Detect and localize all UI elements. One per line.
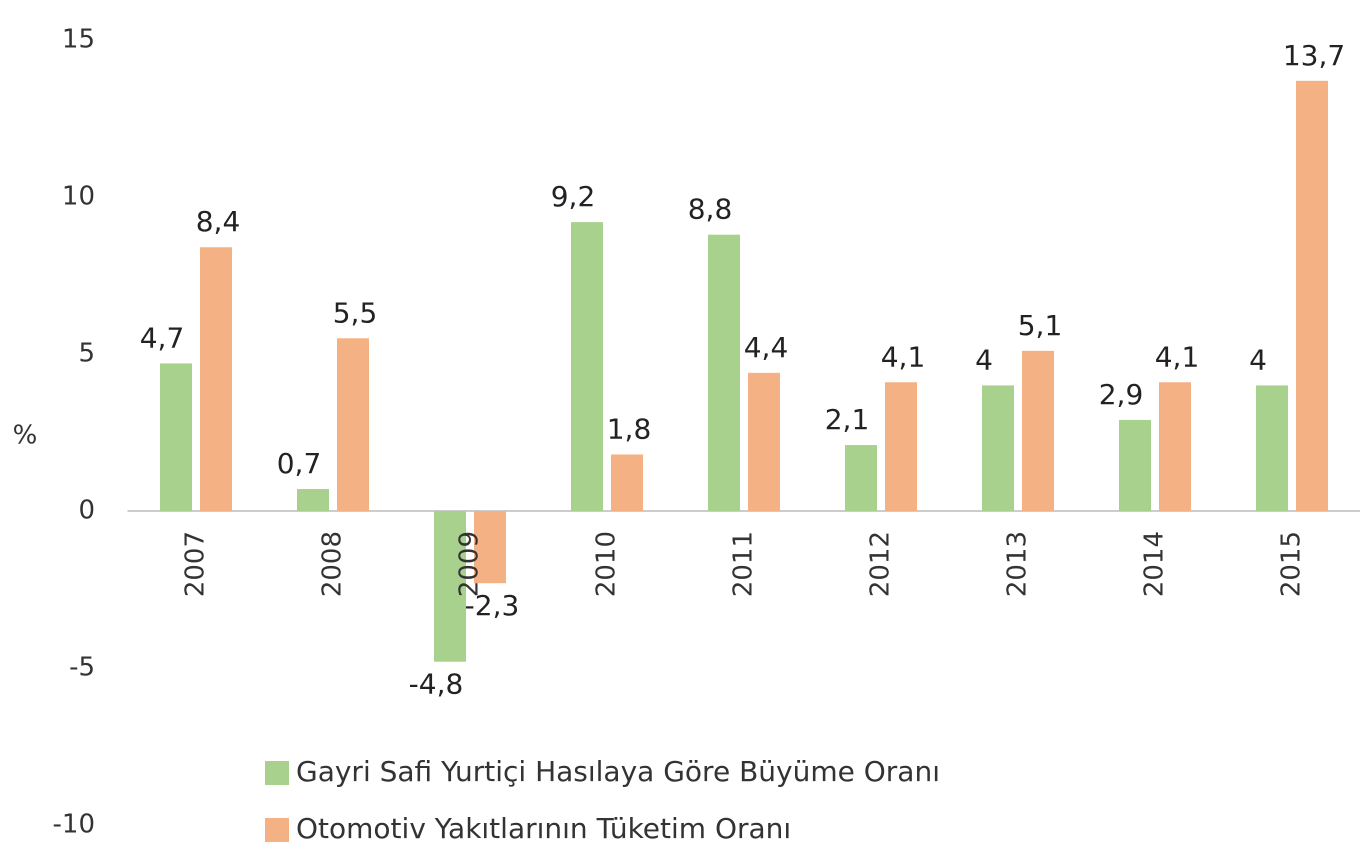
value-label: 4 — [1249, 343, 1267, 376]
x-tick-label: 2007 — [181, 531, 211, 597]
value-label: 4,1 — [1155, 340, 1200, 373]
x-tick-label: 2011 — [729, 531, 759, 597]
bar — [297, 489, 329, 511]
bar — [337, 338, 369, 511]
value-label: 4,1 — [881, 340, 926, 373]
x-tick-label: 2014 — [1140, 531, 1170, 597]
legend-label: Gayri Safi Yurtiçi Hasılaya Göre Büyüme … — [296, 755, 940, 788]
bar — [1256, 385, 1288, 511]
y-axis-label: % — [13, 421, 38, 451]
y-tick-label: -5 — [69, 653, 95, 683]
value-label: 13,7 — [1283, 39, 1345, 72]
value-label: 5,1 — [1018, 309, 1063, 342]
legend-swatch — [265, 818, 289, 842]
bar — [1119, 419, 1151, 511]
value-label: 1,8 — [607, 412, 652, 445]
x-tick-label: 2012 — [866, 531, 896, 597]
bar — [845, 445, 877, 511]
y-tick-label: 0 — [78, 496, 95, 526]
bar — [885, 382, 917, 511]
legend-label: Otomotiv Yakıtlarının Tüketim Oranı — [296, 812, 791, 845]
y-tick-label: 10 — [62, 182, 95, 212]
value-label: 2,9 — [1099, 378, 1144, 411]
bar — [1159, 382, 1191, 511]
y-tick-label: -10 — [53, 810, 95, 840]
bar — [611, 454, 643, 511]
bar — [748, 372, 780, 511]
bar — [1296, 80, 1328, 511]
x-tick-label: 2015 — [1277, 531, 1307, 597]
value-label: 4,7 — [140, 321, 185, 354]
value-label: 2,1 — [825, 403, 870, 436]
bar — [1022, 350, 1054, 511]
bar — [708, 234, 740, 511]
y-tick-label: 5 — [78, 339, 95, 369]
bar — [434, 511, 466, 662]
value-label: 4 — [975, 343, 993, 376]
legend-swatch — [265, 761, 289, 785]
y-tick-label: 15 — [62, 25, 95, 55]
x-tick-label: 2013 — [1003, 531, 1033, 597]
value-label: 8,4 — [196, 205, 241, 238]
bar — [200, 247, 232, 512]
bar — [571, 222, 603, 511]
value-label: 4,4 — [744, 331, 789, 364]
x-tick-label: 2008 — [318, 531, 348, 597]
x-tick-label: 2010 — [592, 531, 622, 597]
value-label: -2,3 — [465, 589, 520, 622]
value-label: 8,8 — [688, 193, 733, 226]
value-label: -4,8 — [409, 668, 464, 701]
value-label: 9,2 — [551, 180, 596, 213]
value-label: 0,7 — [277, 447, 322, 480]
value-label: 5,5 — [333, 296, 378, 329]
bar — [474, 511, 506, 584]
bar — [160, 363, 192, 511]
x-tick-label: 2009 — [455, 531, 485, 597]
bar — [982, 385, 1014, 511]
